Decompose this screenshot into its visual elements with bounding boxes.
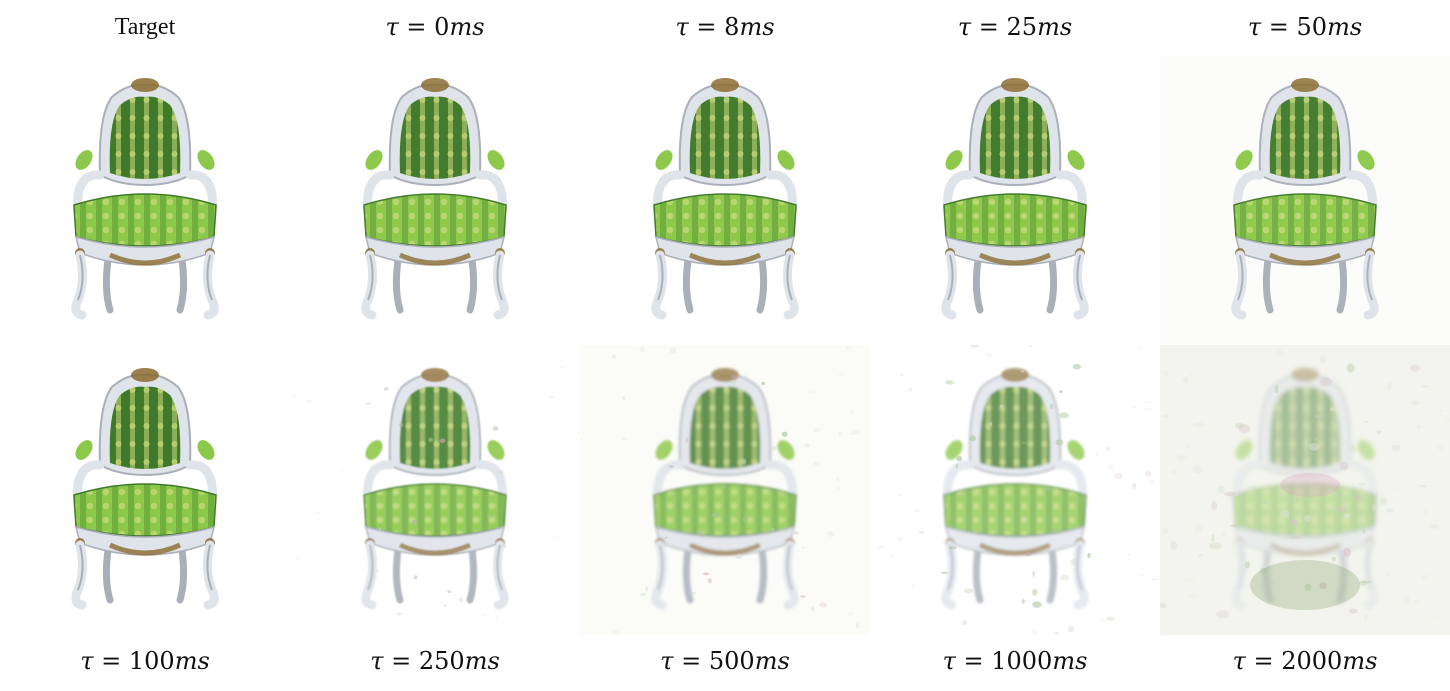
chair-illustration [0, 345, 290, 635]
chair-illustration [870, 345, 1160, 635]
label-tau-8ms: τ = 8ms [675, 13, 775, 41]
label-tau-100ms: τ = 100ms [80, 647, 210, 675]
label-target: Target [114, 14, 176, 40]
chair-illustration [290, 55, 580, 345]
chair-render-100ms [0, 345, 290, 635]
chair-illustration [290, 345, 580, 635]
chair-render-500ms [580, 345, 870, 635]
chair-illustration [1160, 55, 1450, 345]
chair-render-2000ms [1160, 345, 1450, 635]
label-tau-2000ms: τ = 2000ms [1232, 647, 1378, 675]
chair-render-1000ms [870, 345, 1160, 635]
label-tau-50ms: τ = 50ms [1247, 13, 1363, 41]
label-tau-500ms: τ = 500ms [660, 647, 790, 675]
label-tau-1000ms: τ = 1000ms [942, 647, 1088, 675]
chair-render-0ms [290, 55, 580, 345]
chair-illustration [0, 55, 290, 345]
chair-illustration [580, 55, 870, 345]
chair-illustration [1160, 345, 1450, 635]
chair-render-50ms [1160, 55, 1450, 345]
label-tau-250ms: τ = 250ms [370, 647, 500, 675]
chair-render-target [0, 55, 290, 345]
chair-render-250ms [290, 345, 580, 635]
chair-illustration [870, 55, 1160, 345]
label-tau-25ms: τ = 25ms [957, 13, 1073, 41]
chair-illustration [580, 345, 870, 635]
chair-render-25ms [870, 55, 1160, 345]
chair-render-8ms [580, 55, 870, 345]
label-tau-0ms: τ = 0ms [385, 13, 485, 41]
